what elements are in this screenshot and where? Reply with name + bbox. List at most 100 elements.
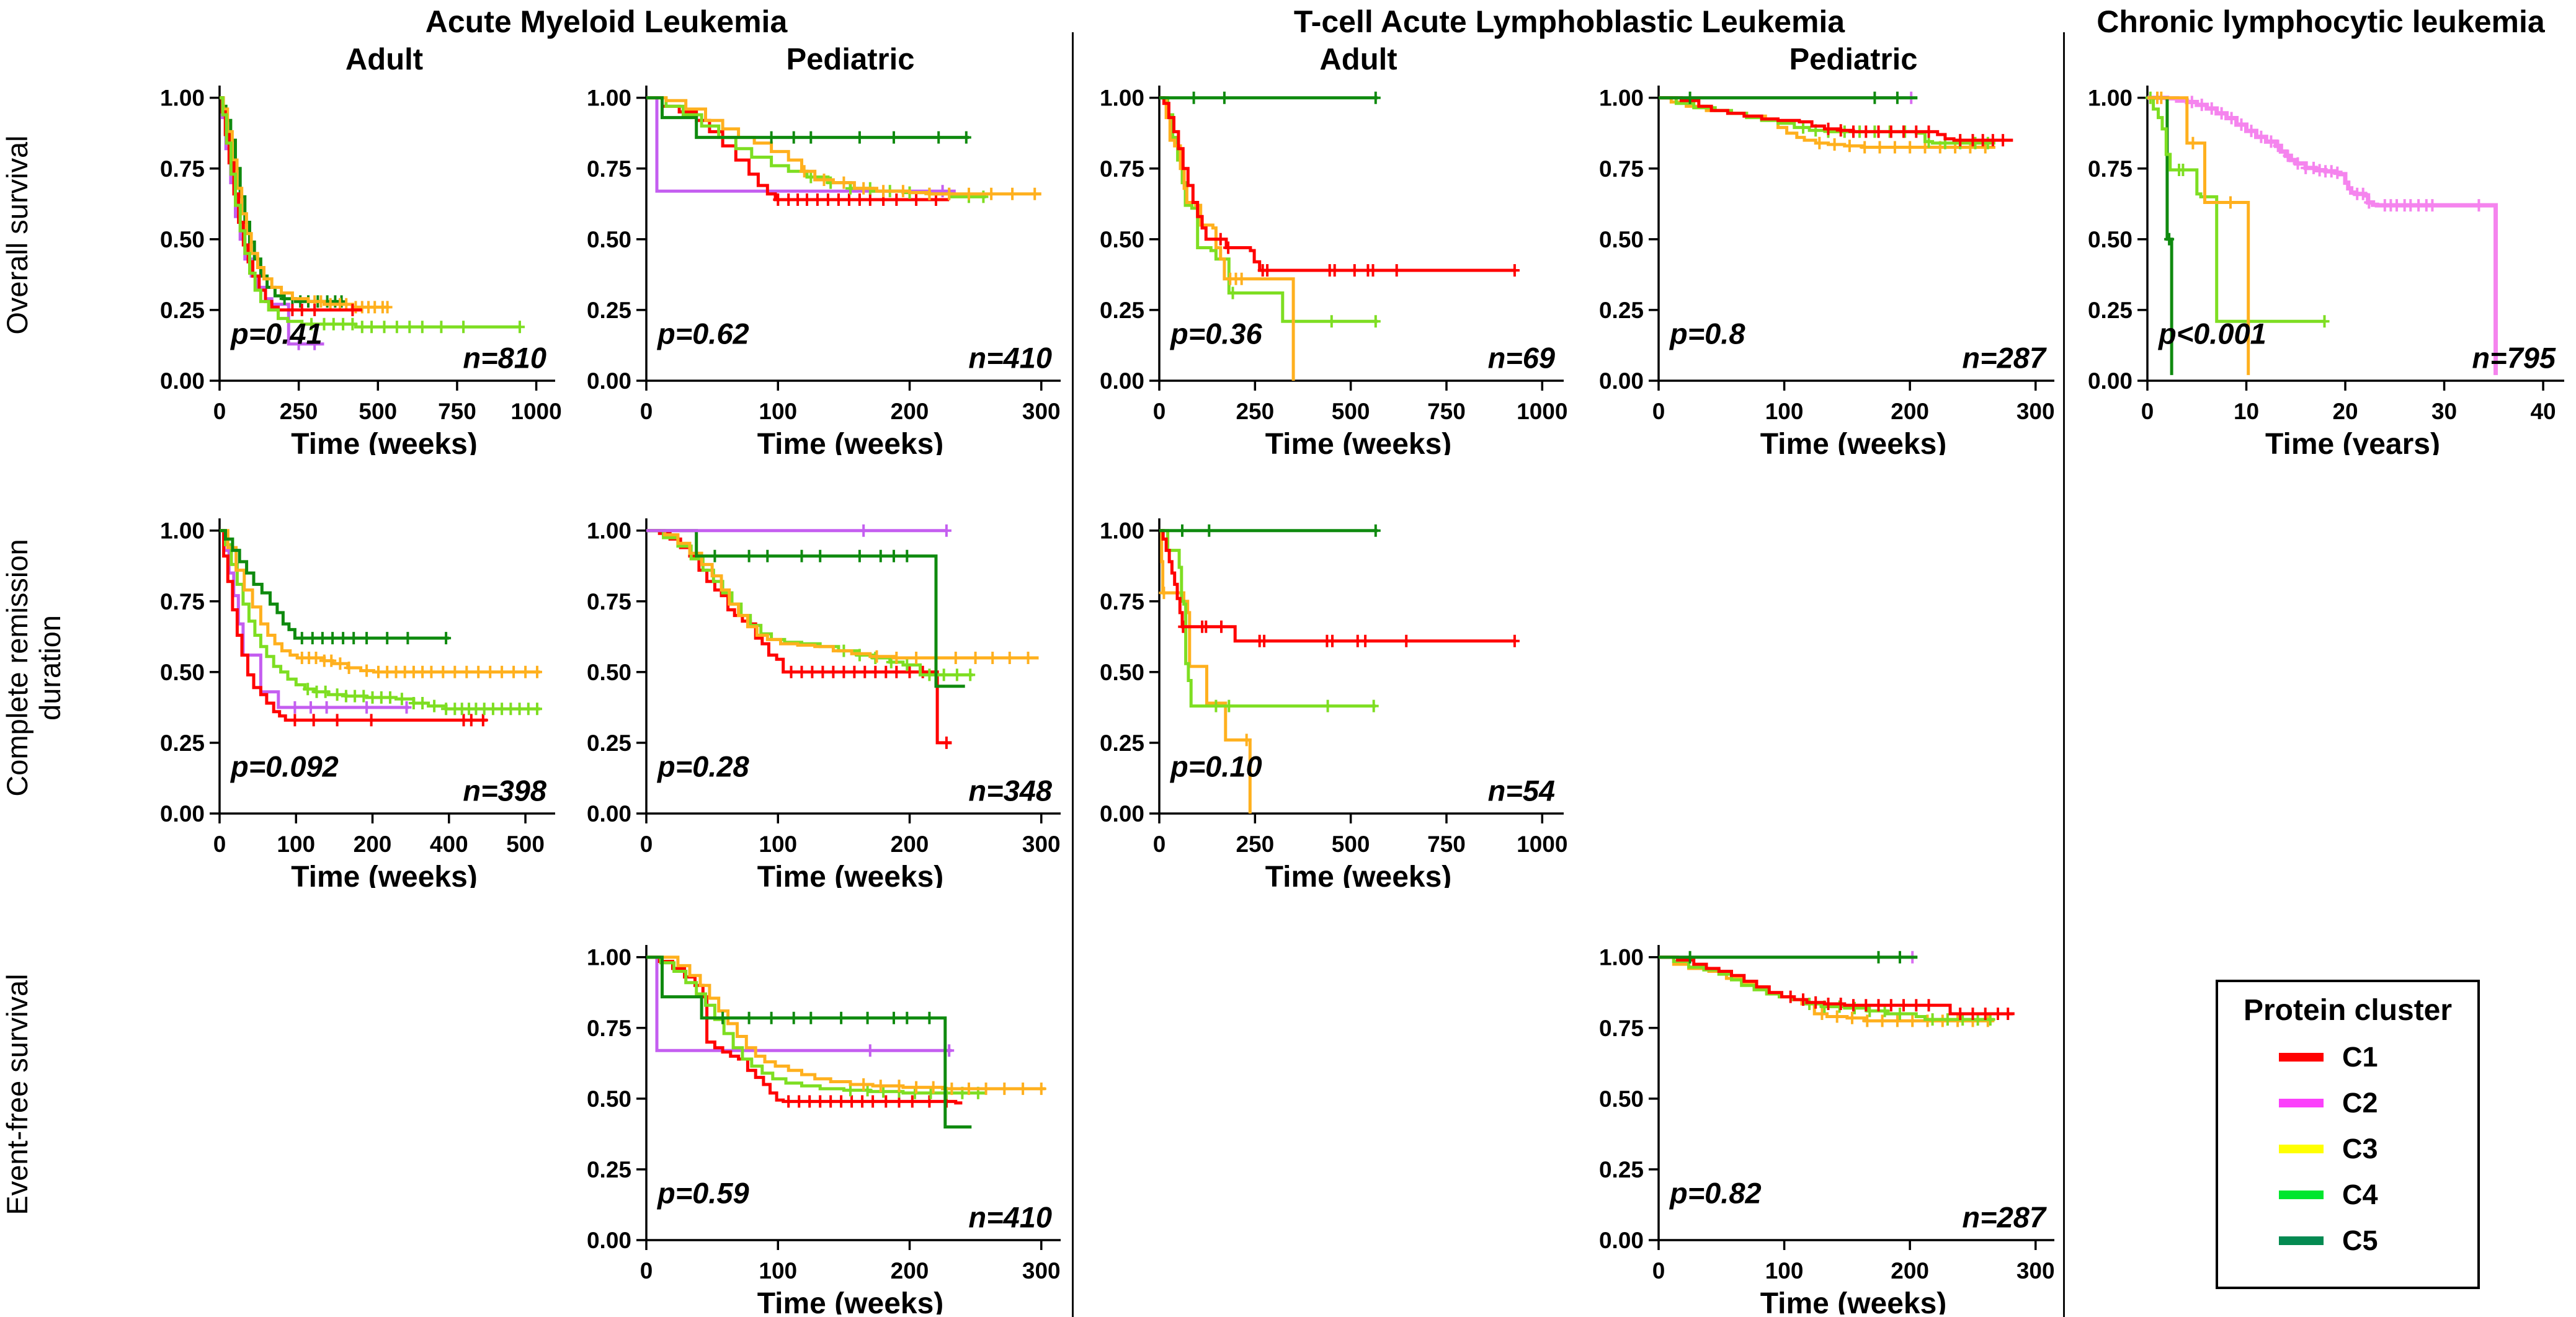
row-label-event-free-survival: Event-free survival <box>1 973 33 1215</box>
y-tick-label: 0.00 <box>160 368 205 394</box>
y-tick-label: 0.75 <box>160 156 205 182</box>
y-tick-label: 0.00 <box>1599 1228 1644 1253</box>
n-count-label: n=287 <box>1962 341 2046 374</box>
y-tick-label: 0.75 <box>587 589 631 614</box>
x-tick-label: 100 <box>759 399 797 424</box>
y-tick-label: 1.00 <box>160 518 205 544</box>
km-curve-C5 <box>646 956 972 1129</box>
x-tick-label: 100 <box>1765 399 1804 424</box>
x-tick-label: 200 <box>891 399 929 424</box>
x-tick-label: 300 <box>2017 399 2055 424</box>
legend-label: C2 <box>2342 1087 2378 1119</box>
censor-marks-C1 <box>1785 990 2013 1020</box>
censor-marks-C5 <box>710 549 912 562</box>
y-tick-label: 0.25 <box>160 298 205 323</box>
x-tick-label: 300 <box>1022 1258 1061 1284</box>
n-count-label: n=348 <box>968 774 1052 807</box>
legend-swatch-c1 <box>2279 1053 2324 1062</box>
y-tick-label: 0.25 <box>587 1157 631 1182</box>
km-curve-C1 <box>646 96 950 202</box>
p-value-label: p=0.8 <box>1669 317 1745 350</box>
n-count-label: n=795 <box>2472 341 2556 374</box>
km-curve-C3 <box>646 96 1041 196</box>
legend-swatch-c4 <box>2279 1191 2324 1199</box>
km-curve-C2 <box>646 956 952 1052</box>
km-plot-aml-ped-efs: 1.00 0.75 0.50 0.25 0.00 0 100 200 300 Time (week… <box>587 945 1061 1317</box>
censor-marks-C1 <box>1215 233 1520 277</box>
x-tick-label: 300 <box>1022 399 1061 424</box>
axis-spines <box>218 86 555 382</box>
x-tick-label: 750 <box>1427 831 1466 857</box>
km-curve-C1 <box>220 529 488 722</box>
censor-marks-C1 <box>290 714 488 727</box>
y-tick-label: 1.00 <box>2088 86 2133 111</box>
x-tick-label: 300 <box>2017 1258 2055 1284</box>
y-tick-label: 0.00 <box>587 1228 631 1253</box>
y-tick-label: 0.25 <box>1599 298 1644 323</box>
y-tick-label: 0.50 <box>2088 227 2133 252</box>
separator-tall-cll <box>2063 32 2065 1317</box>
x-axis-label: Time (weeks) <box>1265 428 1452 455</box>
x-tick-label: 0 <box>1153 831 1166 857</box>
legend-entry-c4: C4 <box>2279 1179 2471 1211</box>
censor-marks-C3 <box>2152 91 2235 209</box>
y-tick-label: 1.00 <box>1599 86 1644 111</box>
legend-box: Protein cluster C1 C2 C3 C4 C5 <box>2216 980 2480 1289</box>
km-curve-C1 <box>646 956 963 1105</box>
km-curve-C1 <box>1659 96 2013 142</box>
x-tick-label: 200 <box>1891 399 1929 424</box>
y-tick-label: 0.75 <box>587 1016 631 1041</box>
x-axis-label: Time (weeks) <box>1760 1287 1947 1315</box>
x-axis-label: Time (weeks) <box>291 861 478 888</box>
y-tick-label: 0.25 <box>2088 298 2133 323</box>
panel-aml-ped-os: 1.00 0.75 0.50 0.25 0.00 0 100 200 300 Time (week… <box>564 38 1071 461</box>
group-title-cll: Chronic lymphocytic leukemia <box>2097 4 2545 39</box>
censor-marks-C4 <box>1228 286 1381 328</box>
n-count-label: n=69 <box>1488 341 1555 374</box>
km-curve-C1 <box>1159 96 1516 272</box>
km-curve-C4 <box>220 96 520 329</box>
censor-marks-C3 <box>1225 272 1247 285</box>
censor-marks-C3 <box>1159 587 1252 747</box>
p-value-label: p=0.62 <box>656 317 749 350</box>
x-tick-label: 500 <box>359 399 397 424</box>
y-tick-label: 0.50 <box>1599 1086 1644 1112</box>
group-title-tall: T-cell Acute Lymphoblastic Leukemia <box>1293 4 1845 39</box>
censor-marks-C3 <box>799 165 1040 200</box>
censor-marks-C4 <box>303 683 542 716</box>
p-value-label: p=0.28 <box>656 750 749 783</box>
legend-swatch-c5 <box>2279 1236 2324 1245</box>
x-tick-label: 0 <box>640 831 653 857</box>
km-curve-C3 <box>646 529 1039 660</box>
legend-title: Protein cluster <box>2243 994 2453 1027</box>
n-count-label: n=810 <box>463 341 546 374</box>
x-axis-label: Time (weeks) <box>1760 428 1947 455</box>
censor-marks-C5 <box>2164 233 2175 246</box>
legend-label: C5 <box>2342 1225 2378 1256</box>
y-tick-label: 0.00 <box>587 368 631 394</box>
legend-entry-c1: C1 <box>2279 1041 2471 1073</box>
km-plot-aml-adult-crd: 1.00 0.75 0.50 0.25 0.00 0 100 200 400 500 Time (w… <box>160 518 555 894</box>
axis-spines <box>2146 86 2564 382</box>
cohort-title: Pediatric <box>787 43 915 76</box>
y-tick-label: 0.00 <box>1100 368 1144 394</box>
x-tick-label: 250 <box>1236 399 1274 424</box>
y-tick-label: 0.50 <box>160 227 205 252</box>
cohort-title: Adult <box>1319 43 1397 76</box>
y-tick-label: 1.00 <box>1599 945 1644 970</box>
y-tick-label: 1.00 <box>1100 518 1144 544</box>
x-tick-label: 750 <box>438 399 476 424</box>
x-tick-label: 250 <box>1236 831 1274 857</box>
y-tick-label: 1.00 <box>587 518 631 544</box>
censor-marks-C3 <box>871 650 1033 664</box>
p-value-label: p<0.001 <box>2157 317 2266 350</box>
legend-entries: C1 C2 C3 C4 C5 <box>2224 1041 2471 1257</box>
axis-spines <box>1158 518 1564 815</box>
n-count-label: n=410 <box>968 341 1052 374</box>
p-value-label: p=0.59 <box>656 1177 749 1210</box>
y-tick-label: 0.50 <box>587 1086 631 1112</box>
x-tick-label: 0 <box>640 1258 653 1284</box>
n-count-label: n=398 <box>463 774 546 807</box>
km-curve-C5 <box>646 96 969 140</box>
